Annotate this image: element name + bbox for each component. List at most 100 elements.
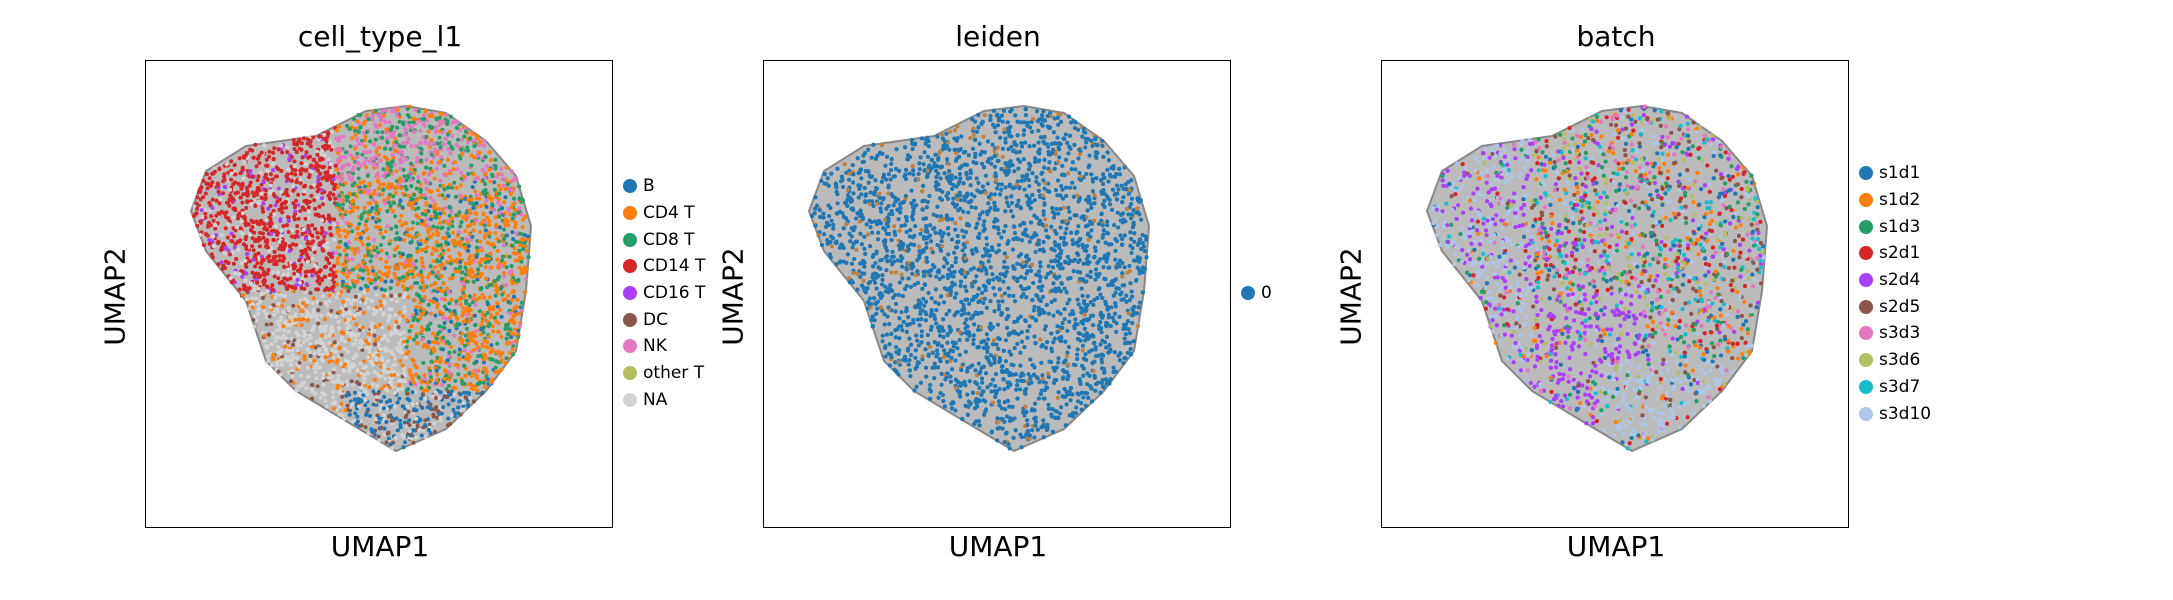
cell-point bbox=[499, 334, 504, 339]
cell-point bbox=[412, 262, 416, 267]
cell-point bbox=[327, 261, 332, 265]
cell-point bbox=[396, 150, 401, 155]
cell-point bbox=[496, 329, 501, 334]
cell-point bbox=[419, 256, 424, 261]
cell-point bbox=[442, 325, 447, 330]
cell-point bbox=[271, 270, 276, 275]
cell-point bbox=[360, 264, 365, 269]
cell-point bbox=[386, 270, 391, 274]
cell-point bbox=[315, 300, 320, 305]
cell-point bbox=[387, 192, 392, 197]
cell-point bbox=[282, 256, 287, 261]
cell-point bbox=[229, 159, 234, 164]
cell-point bbox=[453, 259, 457, 264]
cell-point bbox=[382, 384, 387, 389]
cell-point bbox=[461, 286, 466, 291]
cell-point bbox=[245, 199, 250, 204]
cell-point bbox=[457, 210, 462, 215]
cell-point bbox=[261, 235, 266, 240]
cell-point bbox=[361, 121, 366, 126]
cell-point bbox=[262, 277, 267, 282]
cell-point bbox=[506, 299, 511, 304]
cell-point bbox=[292, 147, 297, 151]
cell-point bbox=[378, 257, 383, 261]
cell-point bbox=[373, 137, 378, 142]
cell-point bbox=[496, 200, 501, 205]
cell-point bbox=[276, 345, 281, 350]
cell-point bbox=[493, 231, 498, 235]
cell-point bbox=[214, 198, 219, 203]
cell-point bbox=[442, 321, 447, 325]
cell-point bbox=[360, 325, 365, 330]
cell-point bbox=[243, 258, 248, 263]
cell-point bbox=[474, 375, 479, 380]
cell-point bbox=[388, 286, 393, 291]
cell-point bbox=[284, 223, 289, 228]
cell-point bbox=[428, 311, 433, 316]
cell-point bbox=[374, 225, 379, 230]
cell-point bbox=[403, 379, 408, 383]
cell-point bbox=[389, 404, 394, 409]
cell-point bbox=[407, 120, 412, 125]
cell-point bbox=[375, 413, 380, 418]
cell-point bbox=[348, 144, 353, 149]
cell-point bbox=[437, 135, 442, 140]
cell-point bbox=[412, 420, 417, 425]
cell-point bbox=[487, 234, 492, 239]
cell-point bbox=[483, 232, 488, 237]
cell-point bbox=[320, 165, 325, 170]
cell-point bbox=[273, 339, 278, 344]
cell-point bbox=[317, 281, 322, 286]
cell-point bbox=[366, 236, 371, 241]
cell-point bbox=[351, 356, 356, 361]
cell-point bbox=[403, 260, 407, 265]
cell-point bbox=[423, 212, 428, 217]
cell-point bbox=[398, 358, 403, 363]
cell-point bbox=[265, 227, 270, 232]
cell-point bbox=[401, 167, 406, 172]
cell-point bbox=[386, 369, 391, 374]
cell-point bbox=[342, 228, 347, 233]
cell-point bbox=[346, 230, 350, 235]
cell-point bbox=[252, 314, 257, 319]
cell-point bbox=[243, 278, 248, 283]
cell-point bbox=[383, 288, 388, 293]
cell-point bbox=[386, 436, 391, 441]
cell-point bbox=[470, 275, 475, 280]
cell-point bbox=[393, 247, 397, 252]
cell-point bbox=[439, 155, 444, 160]
cell-point bbox=[250, 190, 255, 195]
cell-point bbox=[297, 364, 301, 369]
cell-point bbox=[510, 347, 515, 352]
cell-point bbox=[361, 268, 366, 273]
cell-point bbox=[357, 306, 362, 311]
cell-point bbox=[382, 155, 387, 159]
cell-point bbox=[508, 192, 513, 197]
cell-point bbox=[304, 150, 309, 155]
cell-point bbox=[397, 179, 402, 184]
cell-point bbox=[337, 245, 342, 250]
cell-point bbox=[257, 244, 262, 249]
cell-point bbox=[347, 240, 352, 245]
cell-point bbox=[461, 407, 466, 412]
cell-point bbox=[478, 204, 483, 208]
cell-point bbox=[398, 332, 403, 337]
cell-point bbox=[246, 192, 251, 197]
cell-point bbox=[486, 345, 491, 350]
cell-point bbox=[373, 338, 378, 343]
cell-point bbox=[389, 376, 394, 381]
cell-point bbox=[410, 226, 415, 231]
cell-point bbox=[384, 440, 389, 445]
cell-point bbox=[438, 360, 443, 365]
cell-point bbox=[307, 209, 311, 214]
cell-point bbox=[509, 264, 514, 268]
cell-point bbox=[385, 359, 390, 364]
cell-point bbox=[286, 308, 291, 313]
cell-point bbox=[447, 370, 452, 375]
cell-point bbox=[334, 282, 339, 287]
cell-point bbox=[306, 255, 311, 260]
cell-point bbox=[388, 398, 392, 403]
cell-point bbox=[363, 364, 368, 369]
cell-point bbox=[300, 380, 305, 385]
cell-point bbox=[211, 244, 216, 249]
